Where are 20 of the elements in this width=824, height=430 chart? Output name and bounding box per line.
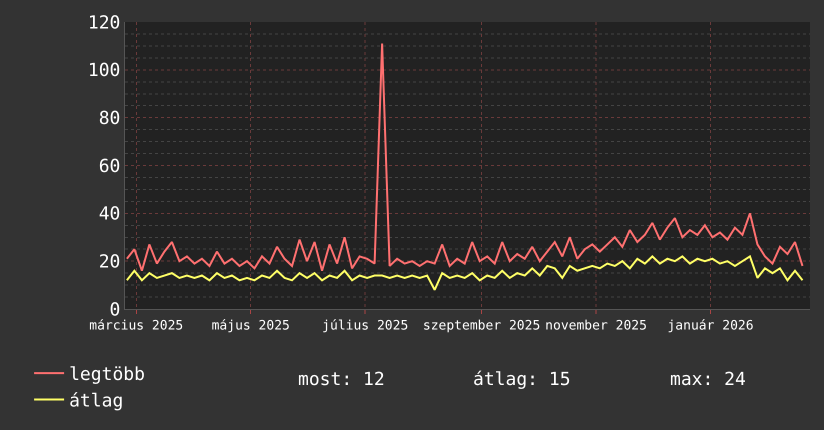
y-tick-label: 60	[98, 156, 120, 177]
line-series	[126, 255, 804, 291]
y-tick-label: 0	[110, 299, 120, 320]
legend-label: átlag	[69, 390, 124, 412]
y-tick-label: 20	[98, 251, 120, 272]
x-tick-label: január 2026	[667, 318, 754, 334]
y-tick-label: 120	[88, 12, 120, 34]
x-tick-label: november 2025	[545, 318, 647, 334]
x-tick-label: május 2025	[212, 318, 290, 334]
x-tick-label: szeptember 2025	[422, 318, 540, 334]
x-tick-label: március 2025	[89, 318, 184, 334]
y-tick-label: 80	[98, 108, 120, 129]
text: max: 24	[670, 369, 746, 390]
text: most: 12	[298, 369, 385, 390]
line-series	[126, 42, 804, 272]
x-tick-label: július 2025	[322, 318, 408, 334]
text: átlag: 15	[473, 369, 571, 390]
y-tick-label: 40	[98, 204, 120, 225]
y-tick-label: 100	[88, 60, 120, 82]
legend-label: legtöbb	[69, 364, 145, 386]
